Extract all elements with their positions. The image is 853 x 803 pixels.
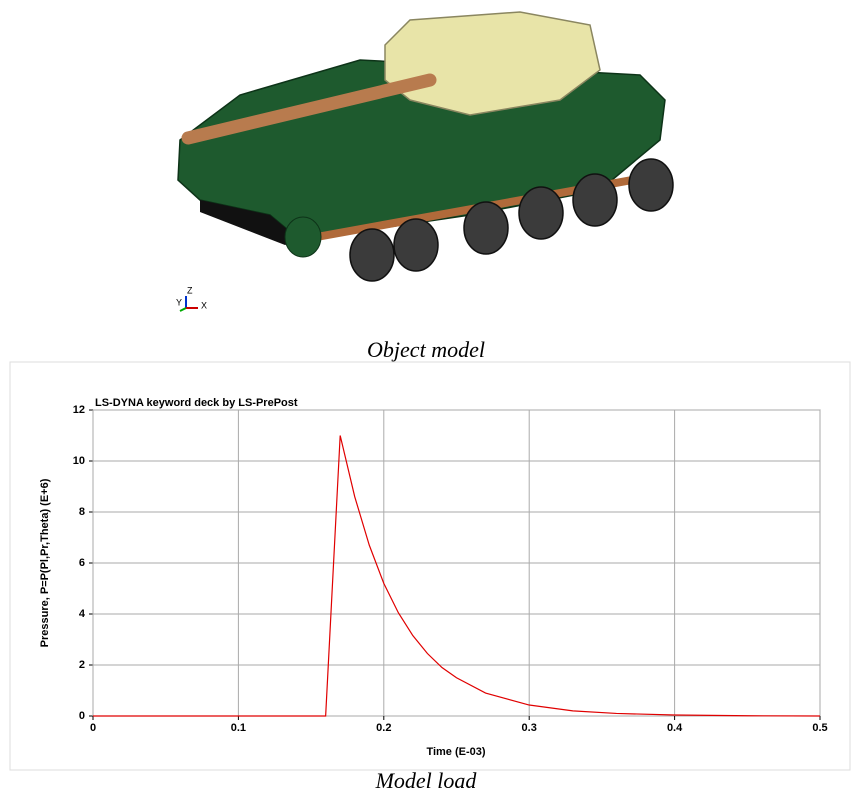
- y-tick-label: 10: [73, 455, 85, 467]
- track: [200, 200, 300, 245]
- y-axis-title: Pressure, P=P(Pl,Pr,Theta) (E+6): [39, 478, 51, 647]
- x-tick-label: 0.1: [231, 722, 246, 734]
- axis-triad: Z Y X: [176, 285, 207, 312]
- sprocket: [284, 216, 322, 258]
- wheel: [463, 201, 509, 255]
- barrel: [181, 73, 437, 145]
- chart-title: LS-DYNA keyword deck by LS-PrePost: [95, 397, 298, 409]
- x-tick-label: 0.3: [522, 722, 537, 734]
- x-axis-title: Time (E-03): [426, 746, 485, 758]
- x-label: X: [201, 300, 207, 310]
- plot-area: 0 2 4 6 8 10 12 0 0.1 0.2 0.3 0.4 0.5: [73, 404, 828, 734]
- caption: Object model: [367, 337, 485, 362]
- caption: Model load: [375, 768, 478, 793]
- y-arrow: [179, 307, 187, 312]
- x-tick-label: 0.4: [667, 722, 683, 734]
- wheel: [572, 173, 618, 227]
- y-tick-label: 2: [79, 659, 85, 671]
- x-tick-label: 0: [90, 722, 96, 734]
- y-label: Y: [176, 297, 182, 307]
- wheel: [628, 158, 674, 212]
- z-label: Z: [187, 285, 193, 295]
- chart-frame: [9, 361, 851, 771]
- y-tick-label: 12: [73, 404, 85, 416]
- x-tick-label: 0.5: [812, 722, 827, 734]
- y-tick-label: 8: [79, 506, 85, 518]
- y-tick-label: 6: [79, 557, 85, 569]
- y-tick-label: 0: [79, 710, 85, 722]
- wheel: [393, 218, 439, 272]
- tank-model: [177, 11, 674, 282]
- x-tick-label: 0.2: [376, 722, 391, 734]
- data-line: [93, 435, 821, 717]
- y-tick-label: 4: [79, 608, 86, 620]
- wheel: [518, 186, 564, 240]
- wheel: [349, 228, 395, 282]
